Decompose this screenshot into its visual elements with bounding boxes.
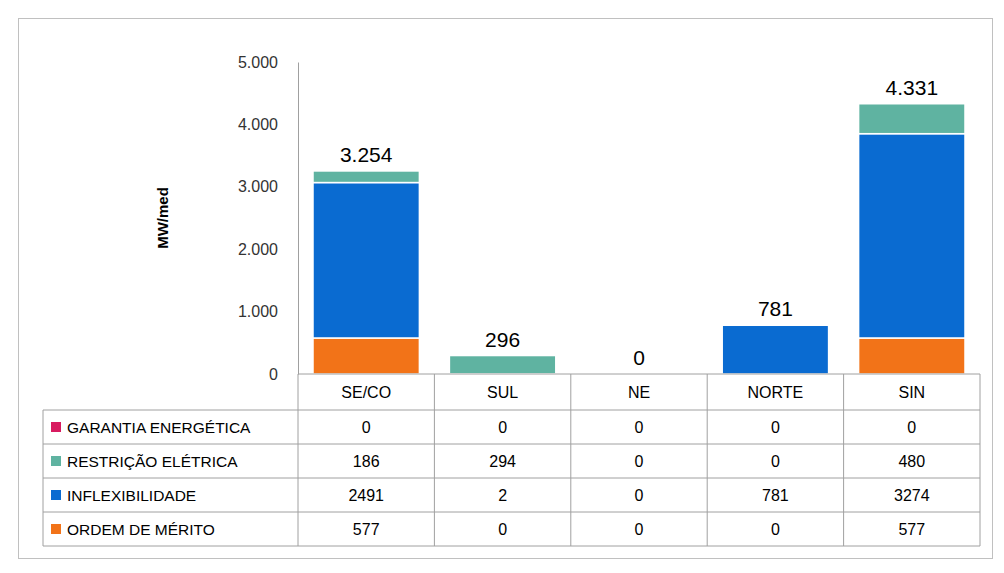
series-name: RESTRIÇÃO ELÉTRICA [67,453,238,470]
bar-segment [722,325,828,327]
table-value: 0 [635,453,644,470]
table-rule [43,410,980,411]
bar-segment [859,104,965,134]
bar-segment [859,103,965,105]
bar-segment [722,325,828,327]
bar-segment [859,338,965,374]
table-rule [843,374,844,546]
table-rule [43,444,980,445]
legend-swatch [51,524,61,534]
table-value: 0 [907,419,916,436]
table-value: 781 [762,487,789,504]
tick-label: 1.000 [238,303,278,320]
tick-label: 5.000 [238,54,278,71]
table-rule [434,374,435,546]
table-rule [298,374,980,375]
table-rule [298,374,299,546]
bar-segment [722,325,828,374]
table-value: 0 [771,453,780,470]
series-name: INFLEXIBILIDADE [67,487,196,504]
bar-segment [313,338,419,374]
table-rule [43,410,44,546]
table-value: 0 [498,419,507,436]
chart-frame [19,19,993,559]
table-value: 2491 [348,487,384,504]
chart-svg: 0 1.000 2.000 3.000 4.000 5.000 MW/med 3.254 296… [0,0,1004,573]
tick: 2.000 [238,241,298,258]
total-label: 4.331 [886,76,939,99]
bar-segment [313,170,419,172]
bar-segment [449,355,555,357]
table-value: 577 [898,521,925,538]
totals: 3.254 296 0 781 4.331 [340,76,938,369]
table-value: 577 [353,521,380,538]
table-value: 186 [353,453,380,470]
table-value: 0 [771,521,780,538]
y-axis-title: MW/med [154,187,171,249]
bar-segment [449,356,555,374]
series-name: ORDEM DE MÉRITO [67,521,215,538]
chart-container: 0 1.000 2.000 3.000 4.000 5.000 MW/med 3.254 296… [0,0,1004,573]
total-label: 296 [485,328,520,351]
data-table: SE/CO SUL NE NORTE SIN GARANTIA ENERGÉTICA 0 0 0… [43,374,980,546]
tick: 3.000 [238,178,298,195]
tick-label: 4.000 [238,116,278,133]
total-label: 0 [633,346,645,369]
table-value: 2 [498,487,507,504]
legend-swatch [51,422,61,432]
category-label: SE/CO [341,384,391,401]
tick-label: 0 [269,366,278,383]
table-value: 294 [489,453,516,470]
tick: 4.000 [238,116,298,133]
category-label: SUL [487,384,518,401]
table-value: 0 [635,419,644,436]
table-rule [707,374,708,546]
category-label: NE [628,384,650,401]
axis-line [298,63,299,375]
table-value: 0 [498,521,507,538]
legend-swatch [51,490,61,500]
table-rule [43,478,980,479]
tick: 5.000 [238,54,298,71]
total-label: 781 [758,297,793,320]
table-rule [43,546,980,547]
total-label: 3.254 [340,143,393,166]
series-name: GARANTIA ENERGÉTICA [67,419,251,436]
table-value: 0 [362,419,371,436]
table-rule [570,374,571,546]
legend-swatch [51,456,61,466]
y-axis: 0 1.000 2.000 3.000 4.000 5.000 [238,54,299,383]
bar-segment [859,134,965,338]
table-value: 3274 [894,487,930,504]
table-value: 0 [635,521,644,538]
table-value: 0 [771,419,780,436]
bar-segment [313,171,419,183]
bar-segment [313,183,419,338]
table-value: 480 [898,453,925,470]
table-rule [43,512,980,513]
table-value: 0 [635,487,644,504]
tick: 1.000 [238,303,298,320]
category-label: NORTE [748,384,804,401]
tick: 0 [269,366,298,383]
category-label: SIN [898,384,925,401]
bars [313,104,965,374]
table-rule [980,374,981,546]
tick-label: 3.000 [238,178,278,195]
tick-label: 2.000 [238,241,278,258]
